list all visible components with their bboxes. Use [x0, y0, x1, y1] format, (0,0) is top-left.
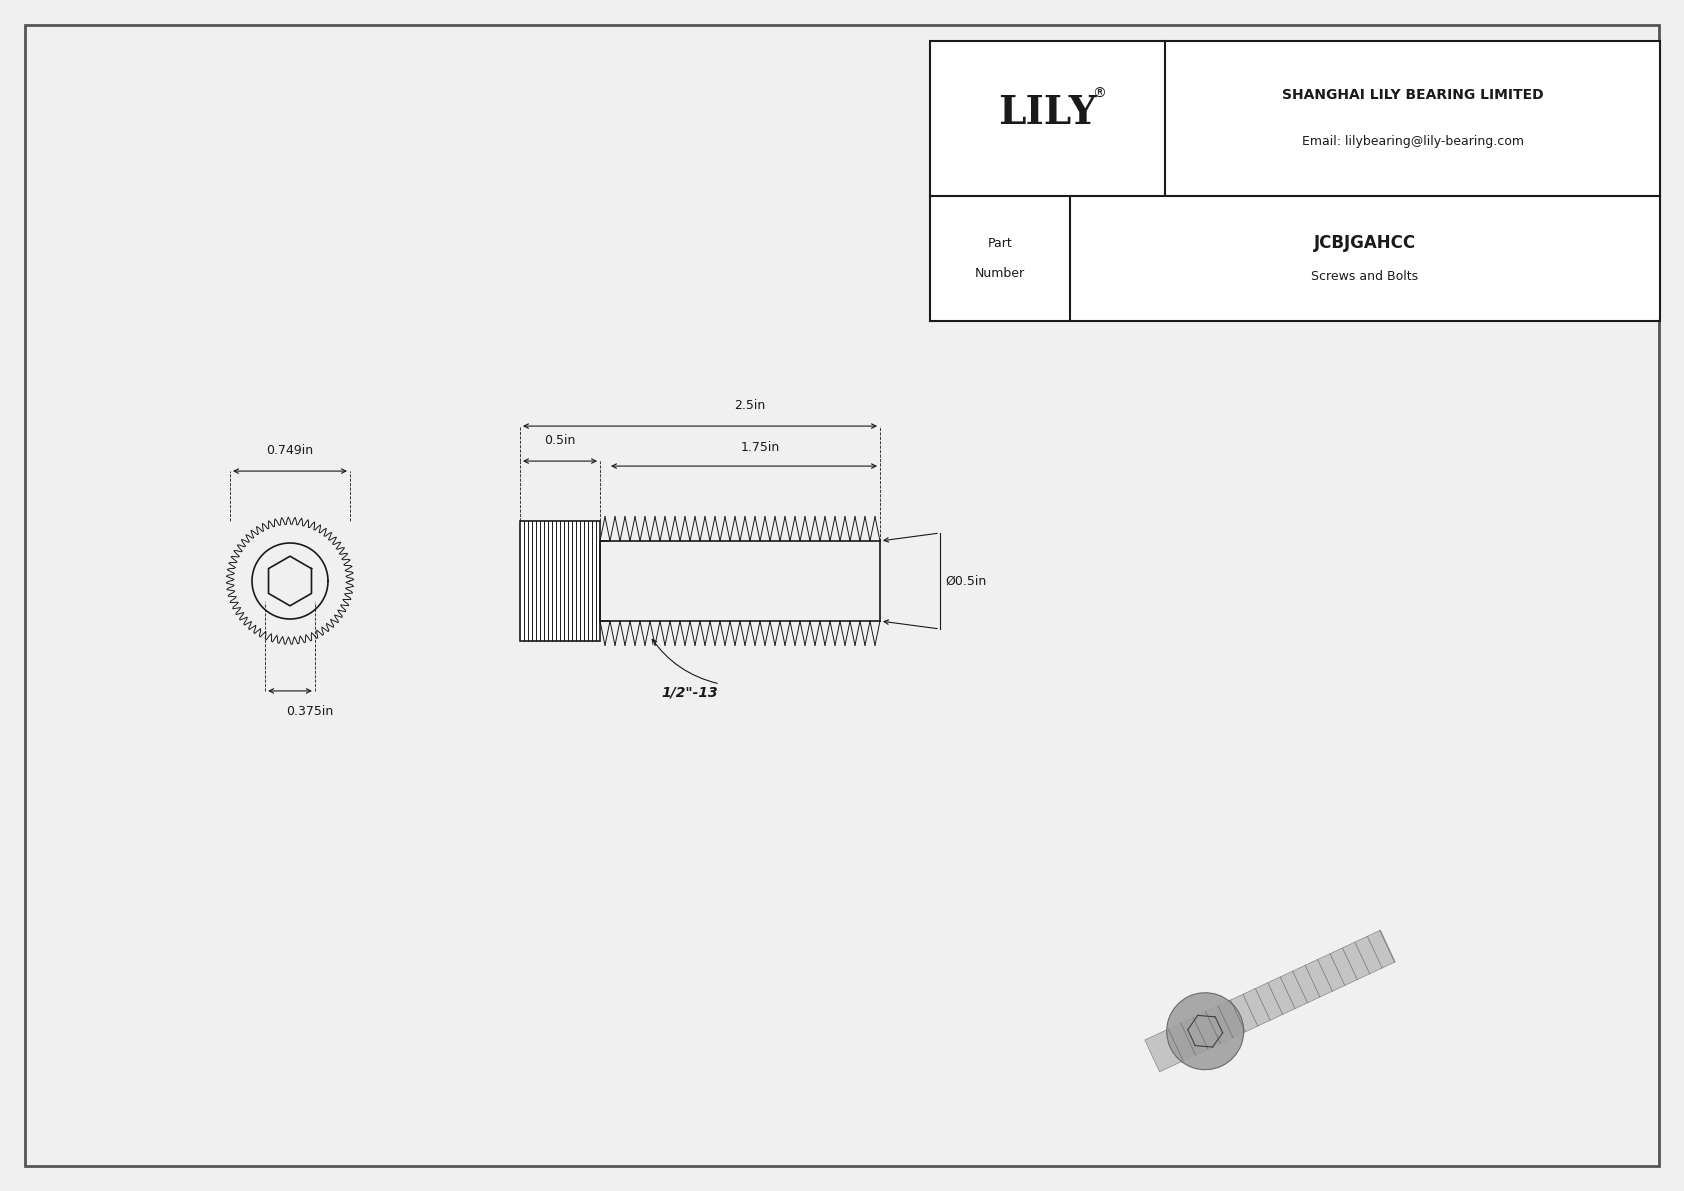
- Text: 0.375in: 0.375in: [286, 705, 333, 718]
- Text: 1/2"-13: 1/2"-13: [662, 686, 719, 700]
- Text: 0.749in: 0.749in: [266, 444, 313, 457]
- Ellipse shape: [1167, 993, 1244, 1070]
- Text: LILY: LILY: [999, 94, 1096, 132]
- Text: ®: ®: [1093, 87, 1106, 100]
- Bar: [520, 522, 600, 641]
- Text: Email: lilybearing@lily-bearing.com: Email: lilybearing@lily-bearing.com: [1302, 136, 1524, 148]
- Text: Screws and Bolts: Screws and Bolts: [1312, 270, 1418, 283]
- Polygon shape: [1145, 930, 1396, 1072]
- Text: Part: Part: [987, 237, 1012, 250]
- Text: Number: Number: [975, 267, 1026, 280]
- Text: JCBJGAHCC: JCBJGAHCC: [1314, 235, 1416, 252]
- Text: 1.75in: 1.75in: [741, 441, 780, 454]
- Text: 2.5in: 2.5in: [734, 399, 766, 412]
- Text: Ø0.5in: Ø0.5in: [945, 574, 987, 587]
- Text: 0.5in: 0.5in: [544, 434, 576, 447]
- Text: SHANGHAI LILY BEARING LIMITED: SHANGHAI LILY BEARING LIMITED: [1282, 88, 1543, 102]
- Bar: [930, 40, 1660, 322]
